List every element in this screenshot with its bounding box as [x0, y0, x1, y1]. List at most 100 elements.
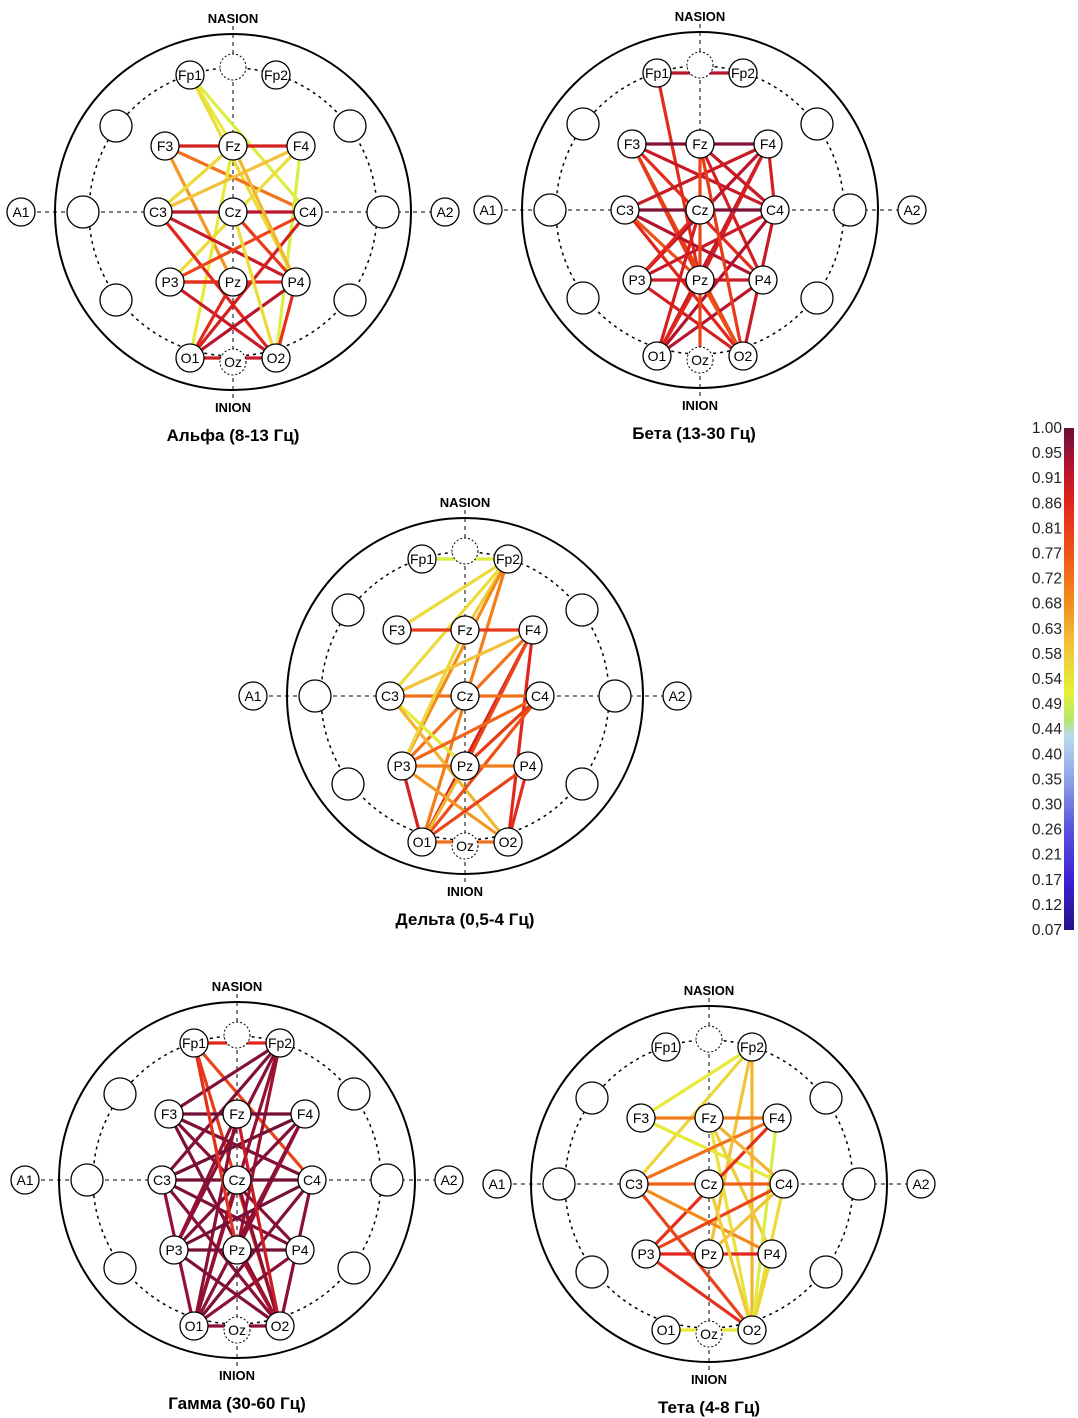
colorbar-tick-label: 0.35 [1032, 771, 1062, 788]
electrode-f3: F3 [626, 1103, 656, 1133]
electrode-nasion-ref [686, 51, 714, 79]
electrode-f7 [575, 1081, 609, 1115]
electrode-label-fz: Fz [229, 1106, 245, 1122]
electrode-label-c3: C3 [381, 688, 399, 704]
electrode-label-fp2: Fp2 [268, 1035, 292, 1051]
electrode-label-oz: Oz [228, 1322, 246, 1338]
electrode-label-fz: Fz [225, 138, 241, 154]
electrode-label-pz: Pz [229, 1242, 245, 1258]
colorbar-tick-label: 1.00 [1032, 420, 1063, 437]
nasion-label: NASION [212, 979, 263, 994]
electrode-f4: F4 [762, 1103, 792, 1133]
electrode-c4: C4 [293, 197, 323, 227]
electrode-a2: A2 [897, 195, 927, 225]
connection-line-fp1-c4 [192, 1041, 314, 1182]
electrode-c3: C3 [375, 681, 405, 711]
electrode-c4: C4 [525, 681, 555, 711]
electrode-label-fz: Fz [692, 136, 708, 152]
electrode-label-cz: Cz [700, 1176, 717, 1192]
colorbar: 1.00 0.95 0.91 0.86 0.81 0.77 0.72 0.68 0.63 0.58… [1032, 420, 1074, 939]
panel-caption: Тета (4-8 Гц) [658, 1398, 760, 1417]
electrode-f8 [565, 593, 599, 627]
connection-line-c4-o1 [192, 1178, 314, 1328]
electrode-label-c4: C4 [766, 202, 784, 218]
electrode-o2: O2 [265, 1311, 295, 1341]
electrode-label-fp2: Fp2 [731, 65, 755, 81]
electrode-label-c4: C4 [775, 1176, 793, 1192]
electrode-c3: C3 [610, 195, 640, 225]
alpha-panel: Fp1 Fp2 F3 Fz F4 A1 C3 Cz C4 A2 P3 Pz P4… [6, 11, 460, 445]
nasion-label: NASION [440, 495, 491, 510]
electrode-p4: P4 [281, 267, 311, 297]
beta-panel: Fp1 Fp2 F3 Fz F4 A1 C3 Cz C4 A2 P3 Pz P4… [473, 9, 927, 443]
electrode-t4 [833, 193, 867, 227]
electrode-label-f3: F3 [389, 622, 406, 638]
colorbar-tick-label: 0.81 [1032, 520, 1062, 537]
electrode-oz: Oz [695, 1320, 723, 1348]
electrode-p3: P3 [159, 1235, 189, 1265]
electrode-pz: Pz [685, 265, 715, 295]
connection-line-f4-c3 [156, 144, 303, 214]
electrode-f3: F3 [150, 131, 180, 161]
electrode-label-a2: A2 [668, 688, 685, 704]
electrode-label-fz: Fz [701, 1110, 717, 1126]
connection-line-fz-p3 [400, 628, 467, 768]
electrode-f7 [103, 1077, 137, 1111]
connection-line-f3-pz [163, 144, 235, 284]
connection-line-cz-o2 [235, 1178, 282, 1328]
electrode-a1: A1 [473, 195, 503, 225]
connection-line-f4-c3 [160, 1112, 307, 1182]
electrode-label-o1: O1 [648, 348, 667, 364]
electrode-f4: F4 [286, 131, 316, 161]
connection-line-f4-c3 [632, 1116, 779, 1186]
electrode-cz: Cz [685, 195, 715, 225]
electrode-cz: Cz [222, 1165, 252, 1195]
electrode-label-c3: C3 [153, 1172, 171, 1188]
electrode-p4: P4 [513, 751, 543, 781]
colorbar-tick-label: 0.49 [1032, 696, 1062, 713]
electrode-fp1: Fp1 [407, 544, 437, 574]
connection-line-p4-o1 [420, 764, 530, 844]
electrode-f7 [99, 109, 133, 143]
electrode-label-f3: F3 [161, 1106, 178, 1122]
electrode-label-a2: A2 [436, 204, 453, 220]
connection-line-c4-p3 [644, 1182, 786, 1256]
connection-line-c3-pz [388, 694, 467, 768]
connection-line-fz-o2 [698, 142, 745, 358]
colorbar-tick-label: 0.91 [1032, 470, 1062, 487]
panel-caption: Альфа (8-13 Гц) [167, 426, 300, 445]
connection-line-fp2-f3 [167, 1041, 282, 1116]
electrode-label-pz: Pz [457, 758, 473, 774]
connection-line-fz-p3 [172, 1112, 239, 1252]
electrode-layer: Fp1 Fp2 F3 Fz F4 A1 C3 Cz C4 A2 P3 Pz P4… [473, 51, 927, 374]
panel-caption: Дельта (0,5-4 Гц) [396, 910, 535, 929]
electrode-label-fp1: Fp1 [654, 1039, 678, 1055]
electrode-layer: Fp1 Fp2 F3 Fz F4 A1 C3 Cz C4 A2 P3 Pz P4… [238, 537, 692, 860]
electrode-label-p3: P3 [637, 1246, 654, 1262]
electrode-t5 [575, 1255, 609, 1289]
electrode-label-p4: P4 [754, 272, 771, 288]
colorbar-ticks: 1.00 0.95 0.91 0.86 0.81 0.77 0.72 0.68 0.63 0.58… [1032, 420, 1063, 939]
connection-line-c4-pz [707, 1182, 786, 1256]
electrode-cz: Cz [450, 681, 480, 711]
electrode-label-p3: P3 [393, 758, 410, 774]
electrode-label-a1: A1 [479, 202, 496, 218]
electrode-nasion-ref [451, 537, 479, 565]
connection-line-f3-c4 [163, 144, 310, 214]
electrode-label-fp2: Fp2 [740, 1039, 764, 1055]
electrode-layer: Fp1 Fp2 F3 Fz F4 A1 C3 Cz C4 A2 P3 Pz P4… [482, 1025, 936, 1348]
colorbar-gradient [1064, 428, 1074, 930]
inion-label: INION [219, 1368, 255, 1383]
electrode-nasion-ref [695, 1025, 723, 1053]
electrode-f8 [333, 109, 367, 143]
electrode-f3: F3 [154, 1099, 184, 1129]
electrode-pz: Pz [450, 751, 480, 781]
connection-line-fp2-c3 [388, 557, 510, 698]
electrode-label-f3: F3 [633, 1110, 650, 1126]
electrode-label-fp2: Fp2 [264, 67, 288, 83]
inion-label: INION [691, 1372, 727, 1387]
connection-line-fp2-c3 [632, 1045, 754, 1186]
electrode-c3: C3 [143, 197, 173, 227]
connection-line-f4-o2 [506, 628, 535, 844]
electrode-a1: A1 [482, 1169, 512, 1199]
